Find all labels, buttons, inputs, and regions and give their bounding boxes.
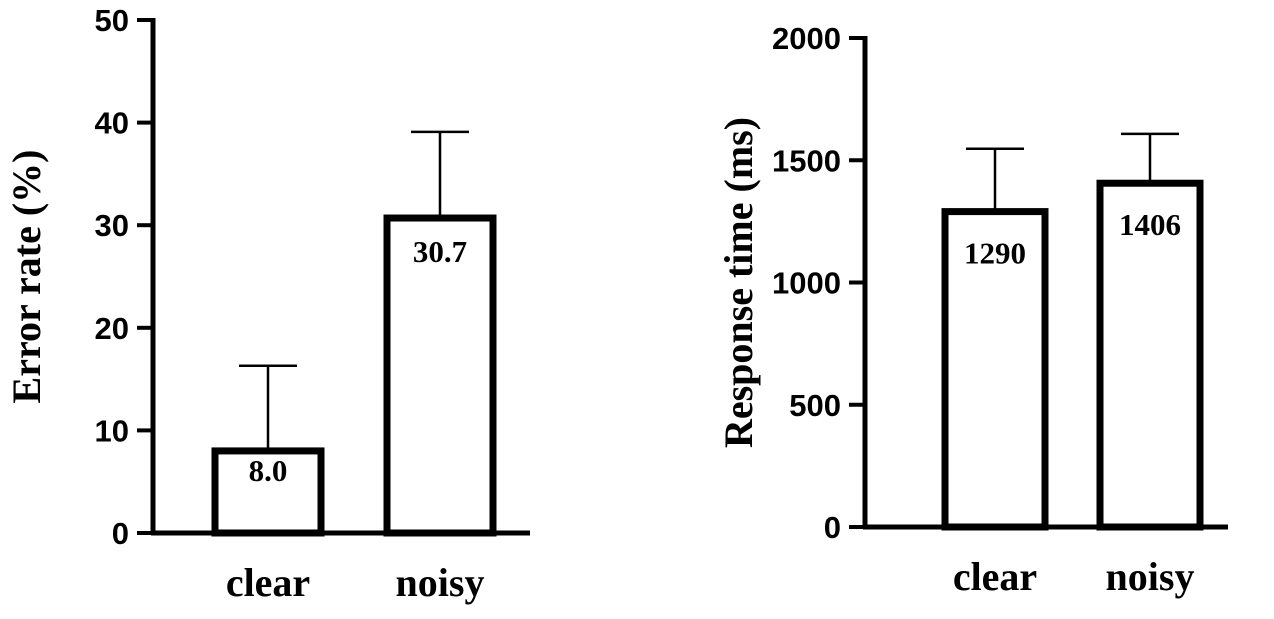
response-time-value-label-clear: 1290 <box>964 236 1026 271</box>
error-rate-category-label-noisy: noisy <box>396 560 485 605</box>
response-time-y-tick-label: 1000 <box>772 266 841 301</box>
response-time-chart: 0 500 1000 1500 2000 1290 clear 1406 noisy Respon… <box>716 21 1228 599</box>
error-rate-y-tick-label: 0 <box>112 516 129 551</box>
response-time-y-tick-label: 0 <box>824 510 841 545</box>
error-rate-y-tick-label: 30 <box>95 208 129 243</box>
response-time-y-axis-title: Response time (ms) <box>716 117 761 448</box>
response-time-y-tick-label: 1500 <box>772 143 841 178</box>
error-rate-value-label-clear: 8.0 <box>249 453 288 488</box>
response-time-category-label-noisy: noisy <box>1106 554 1195 599</box>
response-time-value-label-noisy: 1406 <box>1119 207 1181 242</box>
error-rate-y-tick-label: 20 <box>95 311 129 346</box>
error-rate-bar-clear <box>211 447 325 537</box>
error-rate-y-tick-label: 40 <box>95 106 129 141</box>
response-time-y-tick-label: 2000 <box>772 21 841 56</box>
error-rate-value-label-noisy: 30.7 <box>413 234 467 269</box>
response-time-category-label-clear: clear <box>953 554 1037 599</box>
error-rate-chart: 0 10 20 30 40 50 8.0 clear 30.7 noisy Error rate (… <box>4 3 530 605</box>
response-time-y-tick-label: 500 <box>789 388 841 423</box>
error-rate-bar-noisy <box>383 214 497 537</box>
response-time-bar-clear <box>941 208 1049 531</box>
response-time-bar-noisy <box>1096 179 1204 531</box>
error-rate-y-tick-label: 50 <box>95 3 129 38</box>
error-rate-y-axis-title: Error rate (%) <box>4 150 49 404</box>
error-rate-category-label-clear: clear <box>226 560 310 605</box>
error-rate-y-tick-label: 10 <box>95 413 129 448</box>
